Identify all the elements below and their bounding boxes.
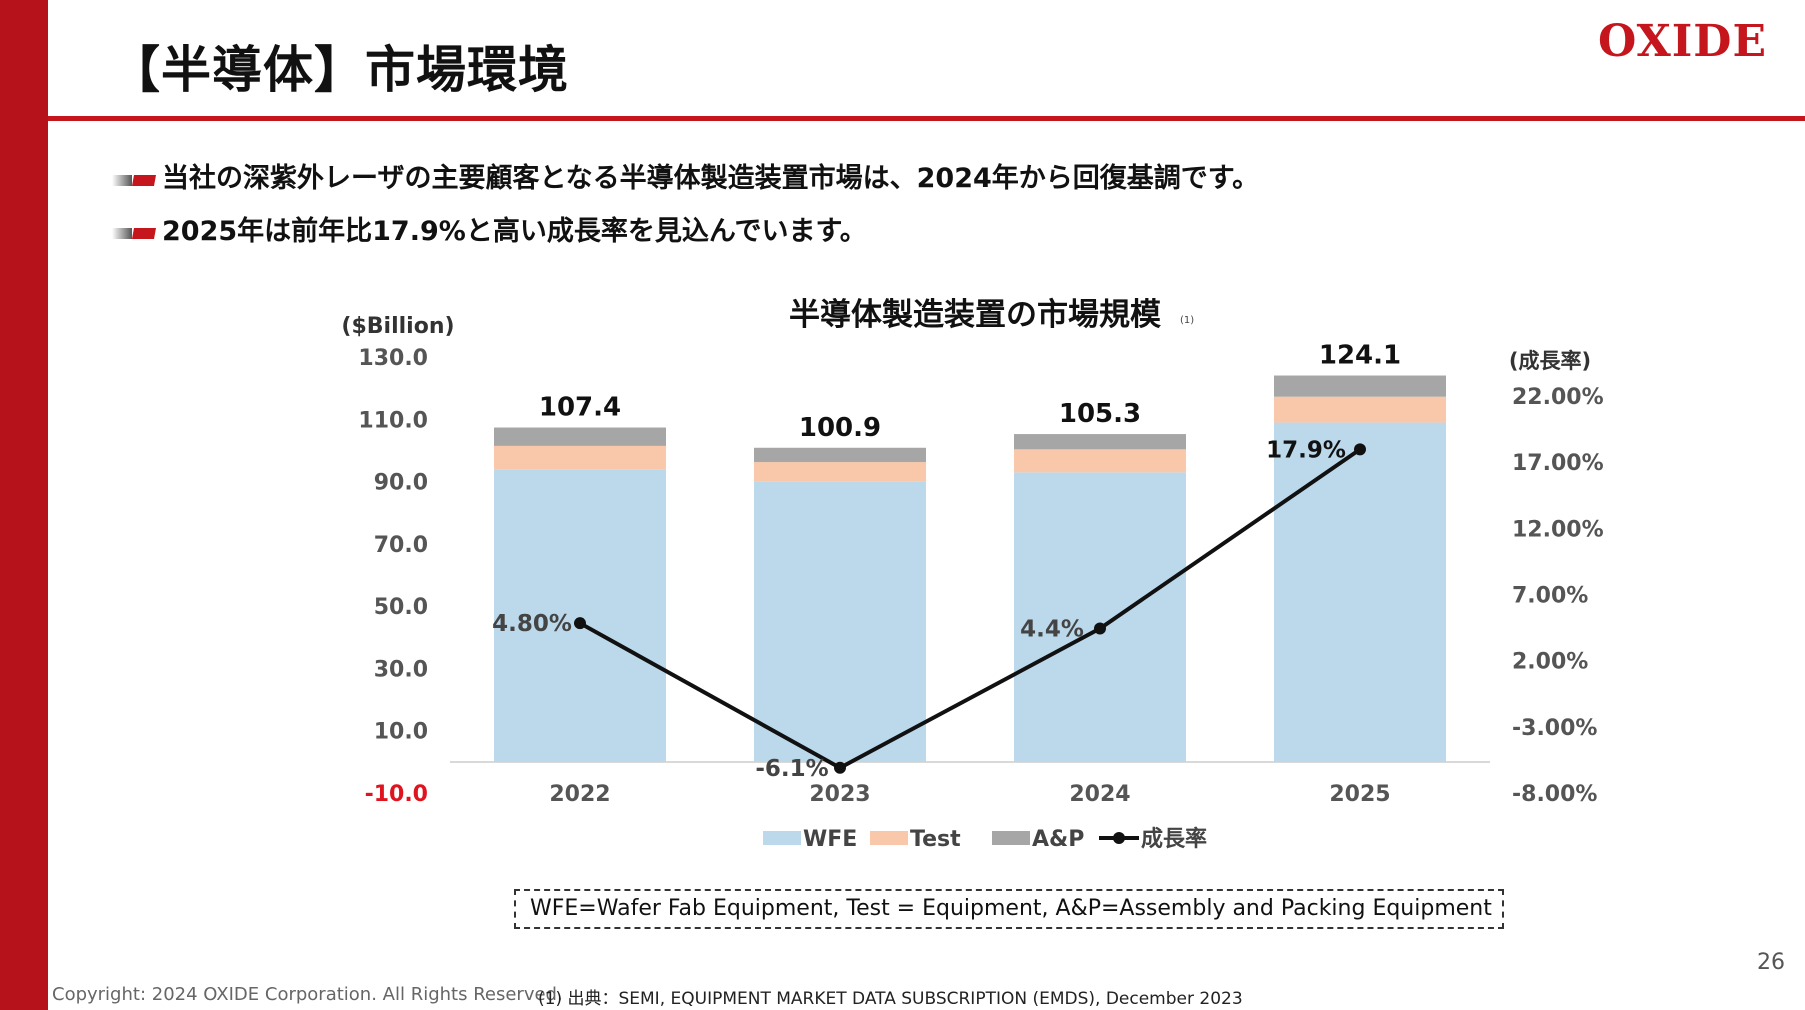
legend-label: 成長率 (1141, 826, 1207, 852)
growth-rate-label: 17.9% (1266, 437, 1346, 463)
bar-ap-2024 (1014, 434, 1186, 450)
y2-tick-label: 7.00% (1512, 584, 1588, 609)
bullet-1: 当社の深紫外レーザの主要顧客となる半導体製造装置市場は、2024年から回復基調で… (112, 156, 1259, 195)
y2-tick-label: -3.00% (1512, 716, 1597, 741)
legend-line-marker (1113, 832, 1125, 844)
copyright: Copyright: 2024 OXIDE Corporation. All R… (52, 984, 563, 1005)
bar-total-label: 100.9 (799, 413, 881, 443)
y2-axis-label: (成長率) (1509, 349, 1591, 373)
bar-ap-2022 (494, 427, 666, 446)
y-axis-label: ($Billion) (341, 314, 454, 339)
chart-title: 半導体製造装置の市場規模 (789, 297, 1161, 333)
bar-wfe-2024 (1014, 472, 1186, 762)
growth-rate-line (579, 447, 1362, 771)
bar-total-label: 105.3 (1059, 399, 1141, 429)
slide-title: 【半導体】市場環境 (110, 41, 569, 99)
y-tick-label: 70.0 (374, 533, 428, 558)
y-tick-label: 50.0 (374, 595, 428, 620)
legend-swatch-test (870, 831, 908, 845)
growth-rate-point (574, 617, 586, 630)
page-number: 26 (1757, 950, 1785, 975)
y-tick-label: 90.0 (374, 471, 428, 496)
legend-swatch-ap (992, 831, 1030, 845)
legend-label: A&P (1032, 827, 1084, 852)
x-tick-label: 2022 (549, 782, 610, 807)
bar-total-label: 107.4 (539, 393, 621, 423)
bullet-2-text: 2025年は前年比17.9%と高い成長率を見込んでいます。 (162, 216, 867, 247)
bar-ap-2023 (754, 447, 926, 463)
y-tick-label: 130.0 (358, 346, 428, 371)
legend-label: Test (910, 827, 961, 852)
growth-rate-point (1354, 443, 1366, 456)
bullet-marker-icon (112, 174, 156, 186)
bar-test-2025 (1274, 396, 1446, 423)
y-tick-label: 10.0 (374, 720, 428, 745)
growth-rate-point (1094, 622, 1106, 635)
y-tick-label: -10.0 (365, 782, 428, 807)
legend-label: WFE (803, 827, 857, 852)
y2-tick-label: 22.00% (1512, 385, 1604, 410)
bar-wfe-2025 (1274, 422, 1446, 762)
bullet-marker-icon (112, 227, 156, 239)
growth-rate-label: 4.80% (492, 611, 572, 637)
legend-swatch-wfe (763, 831, 801, 845)
growth-rate-label: -6.1% (755, 756, 828, 782)
growth-rate-label: 4.4% (1020, 616, 1084, 642)
bullet-1-text: 当社の深紫外レーザの主要顧客となる半導体製造装置市場は、2024年から回復基調で… (162, 163, 1260, 194)
x-tick-label: 2023 (809, 782, 870, 807)
y2-tick-label: -8.00% (1512, 782, 1597, 807)
y2-tick-label: 17.00% (1512, 451, 1604, 476)
bar-ap-2025 (1274, 375, 1446, 397)
bar-wfe-2023 (754, 481, 926, 762)
x-tick-label: 2024 (1069, 782, 1130, 807)
y-tick-label: 110.0 (358, 408, 428, 433)
bar-test-2024 (1014, 449, 1186, 473)
y2-tick-label: 2.00% (1512, 650, 1588, 675)
source-footnote: (1) 出典：SEMI, EQUIPMENT MARKET DATA SUBSC… (538, 989, 1243, 1009)
title-divider (48, 116, 1805, 121)
growth-rate-point (834, 761, 846, 774)
bar-total-label: 124.1 (1319, 341, 1401, 371)
x-tick-label: 2025 (1329, 782, 1390, 807)
bullet-2: 2025年は前年比17.9%と高い成長率を見込んでいます。 (112, 209, 867, 248)
bar-wfe-2022 (494, 469, 666, 762)
chart-title-footnote: (1) (1180, 315, 1194, 326)
oxide-logo: OXIDE (1598, 16, 1767, 67)
abbreviation-note: WFE=Wafer Fab Equipment, Test = Equipmen… (514, 889, 1504, 929)
y2-tick-label: 12.00% (1512, 517, 1604, 542)
y-tick-label: 30.0 (374, 657, 428, 682)
bar-test-2022 (494, 445, 666, 470)
bar-test-2023 (754, 462, 926, 482)
left-accent-bar (0, 0, 48, 1010)
